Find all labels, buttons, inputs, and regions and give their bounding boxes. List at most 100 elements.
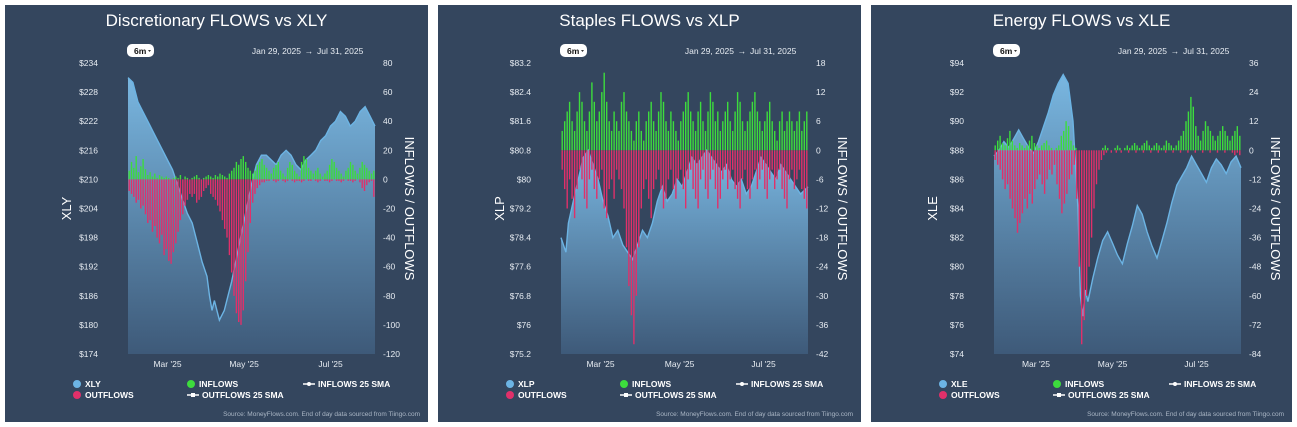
date-from: Jan 29, 2025 [252,46,301,56]
date-to: Jul 31, 2025 [317,46,364,56]
right-tick-label: 80 [383,58,393,68]
source-note: Source: MoneyFlows.com. End of day data … [223,411,420,418]
legend-outflows-swatch[interactable] [939,391,947,399]
left-tick-label: $82 [950,233,964,243]
legend-inflows-sma-label: INFLOWS 25 SMA [318,379,390,389]
legend-outflows-swatch[interactable] [73,391,81,399]
range-button-label: 6m [1000,46,1013,56]
legend-outflows-sma-marker [624,393,628,397]
left-tick-label: $86 [950,174,964,184]
left-tick-label: $186 [79,291,98,301]
x-tick-label: Jul '25 [751,359,776,369]
range-button-label: 6m [134,46,147,56]
left-tick-label: $94 [950,58,964,68]
price-area [994,74,1241,354]
right-tick-label: -100 [383,320,400,330]
left-tick-label: $216 [79,145,98,155]
left-tick-label: $75.2 [510,349,532,359]
range-button[interactable] [127,44,154,57]
legend-inflows-label: INFLOWS [199,379,239,389]
left-tick-label: $84 [950,204,964,214]
right-tick-label: -24 [1249,204,1262,214]
price-area [561,150,808,354]
legend-outflows-label: OUTFLOWS [85,390,134,400]
legend-outflows-label: OUTFLOWS [518,390,567,400]
x-tick-label: May '25 [665,359,695,369]
legend-price-swatch[interactable] [939,380,947,388]
x-tick-label: May '25 [229,359,259,369]
legend-inflows-swatch[interactable] [1053,380,1061,388]
legend-inflows-swatch[interactable] [620,380,628,388]
right-tick-label: -40 [383,233,396,243]
x-tick-label: May '25 [1098,359,1128,369]
y-axis-label-left: XLE [925,196,940,221]
y-axis-label-left: XLP [492,196,507,221]
date-from: Jan 29, 2025 [1118,46,1167,56]
x-tick-label: Jul '25 [318,359,343,369]
left-tick-label: $77.6 [510,262,532,272]
date-arrow-icon: → [305,46,314,56]
legend-inflows-sma-marker [1173,382,1177,386]
left-tick-label: $76 [950,320,964,330]
chart-svg: Discretionary FLOWS vs XLY 6m Jan 29, 2025… [59,11,420,418]
date-to: Jul 31, 2025 [750,46,797,56]
y-axis-label-right: INFLOWS / OUTFLOWS [402,137,417,281]
left-tick-label: $234 [79,58,98,68]
x-tick-label: Mar '25 [586,359,614,369]
left-tick-label: $80 [950,262,964,272]
left-tick-label: $81.6 [510,116,532,126]
legend-inflows-swatch[interactable] [187,380,195,388]
right-tick-label: 40 [383,116,393,126]
chart-panel-energy: Energy FLOWS vs XLE 6m Jan 29, 2025 → Jul 31… [871,5,1292,422]
right-tick-label: -72 [1249,320,1262,330]
date-arrow-icon: → [738,46,747,56]
right-tick-label: 0 [383,174,388,184]
chart-panel-discretionary: Discretionary FLOWS vs XLY 6m Jan 29, 2025… [5,5,428,422]
chevron-down-icon [1014,50,1017,52]
right-tick-label: 12 [816,87,826,97]
chart-title: Staples FLOWS vs XLP [559,11,739,30]
left-tick-label: $180 [79,320,98,330]
left-tick-label: $78 [950,291,964,301]
right-tick-label: -18 [816,233,829,243]
right-tick-label: -42 [816,349,829,359]
right-tick-label: -84 [1249,349,1262,359]
legend-outflows-swatch[interactable] [506,391,514,399]
left-tick-label: $198 [79,233,98,243]
legend-inflows-sma-label: INFLOWS 25 SMA [1184,379,1256,389]
source-note: Source: MoneyFlows.com. End of day data … [1087,411,1284,418]
left-tick-label: $192 [79,262,98,272]
left-tick-label: $80.8 [510,145,532,155]
left-tick-label: $79.2 [510,204,532,214]
left-tick-label: $88 [950,145,964,155]
left-tick-label: $228 [79,87,98,97]
legend-price-swatch[interactable] [506,380,514,388]
legend-outflows-sma-label: OUTFLOWS 25 SMA [635,390,717,400]
left-tick-label: $222 [79,116,98,126]
right-tick-label: -36 [1249,233,1262,243]
range-button[interactable] [993,44,1020,57]
legend-price-label: XLP [518,379,535,389]
left-tick-label: $80 [517,174,531,184]
left-tick-label: $74 [950,349,964,359]
right-tick-label: -30 [816,291,829,301]
legend-price-swatch[interactable] [73,380,81,388]
legend-outflows-sma-marker [191,393,195,397]
right-tick-label: -12 [1249,174,1262,184]
date-to: Jul 31, 2025 [1183,46,1230,56]
left-tick-label: $78.4 [510,233,532,243]
chart-title: Energy FLOWS vs XLE [993,11,1171,30]
right-tick-label: 0 [816,145,821,155]
right-tick-label: 20 [383,145,393,155]
right-tick-label: -6 [816,174,824,184]
chevron-down-icon [148,50,151,52]
legend-price-label: XLE [951,379,968,389]
left-tick-label: $92 [950,87,964,97]
left-tick-label: $90 [950,116,964,126]
range-button[interactable] [560,44,587,57]
y-axis-label-right: INFLOWS / OUTFLOWS [835,137,850,281]
y-axis-label-right: INFLOWS / OUTFLOWS [1268,137,1283,281]
chart-svg: Energy FLOWS vs XLE 6m Jan 29, 2025 → Jul 31… [925,11,1284,418]
date-from: Jan 29, 2025 [685,46,734,56]
right-tick-label: 24 [1249,87,1259,97]
